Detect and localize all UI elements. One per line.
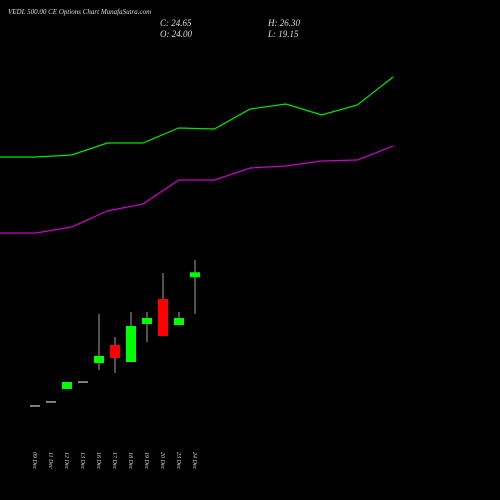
x-tick-label: 11 Dec [47, 452, 53, 469]
chart-title: VEDL 500.00 CE Options Chart MunafaSutra… [8, 8, 151, 16]
stat-high: H: 26.30 [267, 18, 300, 28]
stat-low: L: 19.15 [267, 29, 299, 39]
candle-body [174, 317, 184, 325]
x-tick-label: 13 Dec [79, 452, 85, 469]
x-tick-label: 20 Dec [159, 452, 165, 469]
x-tick-label: 23 Dec [175, 452, 181, 469]
band-line [0, 76, 394, 158]
candle-body [158, 299, 168, 337]
candle-body [142, 317, 152, 325]
candle-body [110, 345, 120, 359]
x-tick-label: 17 Dec [111, 452, 117, 469]
x-tick-label: 16 Dec [95, 452, 101, 469]
x-tick-label: 12 Dec [63, 452, 69, 469]
candle-body [62, 382, 72, 389]
candle-body [190, 272, 200, 278]
stat-open: O: 24.00 [160, 29, 192, 39]
x-tick-label: 18 Dec [127, 452, 133, 469]
x-tick-label: 24 Dec [191, 452, 198, 469]
band-line [0, 145, 394, 234]
candle-body [94, 355, 104, 363]
candle-body [126, 325, 136, 363]
x-tick-label: 19 Dec [143, 452, 149, 469]
x-tick-label: 09 Dec [31, 452, 37, 469]
stat-close: C: 24.65 [160, 18, 192, 28]
